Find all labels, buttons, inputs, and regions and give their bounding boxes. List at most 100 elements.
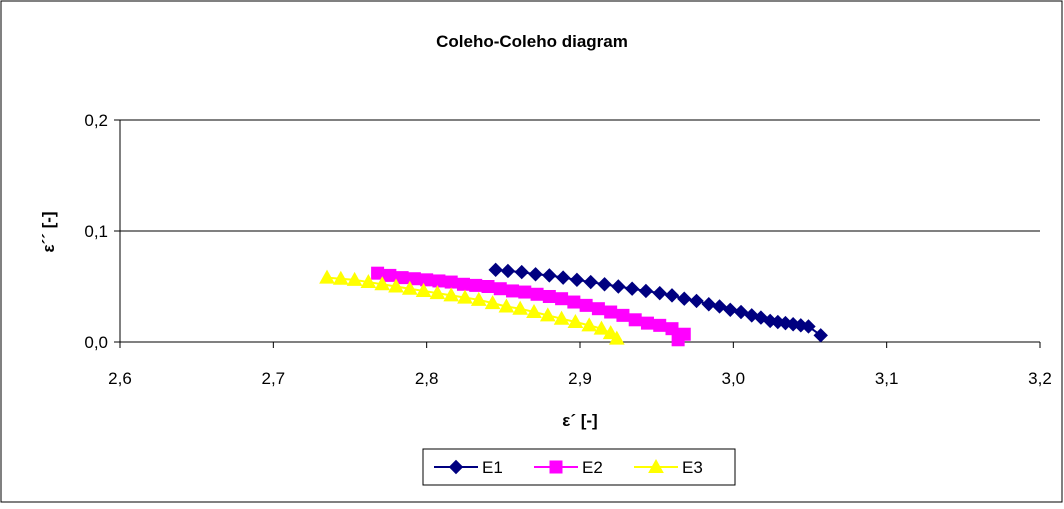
point-E3-1	[332, 270, 349, 285]
y-tick-label-1: 0,1	[84, 222, 108, 241]
point-E1-16	[701, 297, 717, 312]
legend-item-E1: E1	[434, 458, 503, 477]
point-E2-10	[493, 282, 507, 296]
point-E1-13	[664, 288, 680, 303]
point-E2-22	[640, 316, 654, 330]
point-E3-20	[593, 320, 610, 335]
point-E2-24	[665, 322, 679, 336]
point-E3-9	[443, 287, 460, 302]
point-E1-1	[500, 263, 516, 279]
legend-marker-E3	[648, 458, 664, 473]
point-E1-14	[677, 291, 692, 306]
point-E3-10	[457, 289, 473, 304]
series-E2	[371, 266, 691, 347]
point-E2-13	[530, 287, 544, 301]
point-E2-20	[616, 308, 630, 322]
point-E2-19	[604, 305, 618, 319]
point-E2-17	[579, 298, 593, 312]
point-E2-16	[567, 295, 581, 309]
point-E1-6	[569, 272, 585, 288]
x-tick-label-1: 2,7	[262, 369, 286, 388]
x-tick-label-4: 3,0	[722, 369, 746, 388]
point-E1-5	[555, 270, 571, 285]
chart-title: Coleho-Coleho diagram	[436, 32, 628, 51]
point-E2-5	[432, 274, 446, 288]
point-E3-16	[539, 307, 556, 322]
point-E3-17	[553, 310, 570, 325]
point-E2-7	[456, 277, 470, 291]
x-tick-label-3: 2,9	[568, 369, 592, 388]
point-E3-19	[581, 317, 598, 332]
point-E2-15	[555, 292, 569, 306]
point-E1-11	[638, 283, 654, 299]
point-E1-8	[597, 277, 612, 292]
point-E3-2	[346, 271, 363, 286]
point-E2-23	[653, 318, 667, 332]
point-E3-22	[608, 330, 625, 345]
point-E2-26	[677, 327, 691, 341]
point-E1-19	[733, 304, 749, 320]
legend-item-E2: E2	[534, 458, 603, 477]
point-E3-0	[319, 269, 335, 284]
legend-item-E3: E3	[634, 458, 703, 477]
point-E2-9	[481, 280, 495, 293]
point-E3-5	[388, 278, 404, 293]
y-axis-label: ε´´ [-]	[39, 211, 58, 252]
y-axis-ticks: 0,0 0,1 0,2	[84, 111, 120, 352]
point-E2-2	[395, 271, 409, 285]
y-tick-label-2: 0,2	[84, 111, 108, 130]
series-E3	[319, 269, 625, 345]
point-E2-1	[383, 268, 397, 282]
point-E1-7	[583, 274, 598, 290]
legend-marker-E2	[549, 460, 563, 474]
point-E3-3	[360, 274, 377, 289]
point-E3-11	[470, 291, 487, 306]
legend-label-E2: E2	[582, 458, 603, 477]
point-E1-12	[652, 285, 667, 301]
legend-label-E3: E3	[682, 458, 703, 477]
point-E2-11	[506, 284, 520, 298]
x-tick-label-5: 3,1	[875, 369, 899, 388]
point-E2-14	[542, 289, 556, 303]
point-E3-14	[512, 300, 529, 315]
point-E3-13	[498, 298, 515, 313]
point-E1-0	[488, 262, 503, 278]
point-E1-17	[712, 299, 727, 314]
x-tick-label-2: 2,8	[415, 369, 439, 388]
x-axis-ticks: 2,6 2,7 2,8 2,9 3,0 3,1 3,2	[108, 342, 1052, 388]
point-E1-9	[611, 279, 626, 294]
point-E3-4	[374, 276, 391, 291]
point-E3-6	[401, 280, 418, 295]
point-E3-8	[429, 285, 446, 300]
x-axis-label: ε´ [-]	[562, 411, 597, 430]
point-E1-4	[542, 268, 557, 283]
point-E2-6	[444, 275, 458, 289]
series-E1	[488, 262, 828, 343]
legend-label-E1: E1	[482, 458, 503, 477]
x-tick-label-0: 2,6	[108, 369, 132, 388]
y-tick-label-0: 0,0	[84, 333, 108, 352]
point-E1-28	[813, 328, 828, 343]
point-E3-18	[567, 313, 584, 329]
point-E2-21	[628, 313, 642, 327]
point-E2-18	[591, 302, 605, 316]
point-E1-10	[624, 281, 640, 296]
point-E1-27	[801, 319, 816, 334]
point-E1-18	[723, 302, 738, 318]
x-tick-label-6: 3,2	[1028, 369, 1052, 388]
grid-lines	[120, 119, 1040, 232]
legend-marker-E1	[448, 459, 464, 475]
point-E3-12	[484, 295, 501, 310]
legend-items: E1 E2 E3	[434, 458, 703, 477]
point-E3-15	[526, 304, 542, 319]
series-layer	[319, 262, 828, 347]
point-E2-8	[469, 278, 483, 292]
point-E3-7	[415, 282, 432, 297]
point-E1-3	[528, 267, 543, 282]
legend: E1 E2 E3	[422, 448, 736, 486]
point-E1-15	[689, 293, 704, 309]
point-E1-2	[514, 264, 529, 280]
point-E2-4	[420, 273, 434, 287]
